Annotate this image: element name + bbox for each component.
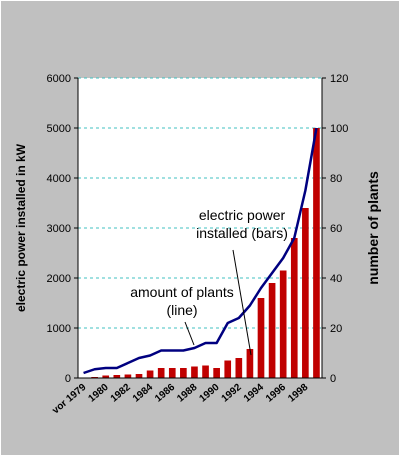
y2-tick-label: 60	[330, 223, 342, 235]
y-axis-title: electric power installed in kW	[14, 143, 28, 312]
line	[83, 127, 318, 375]
y-tick-label: 1000	[47, 323, 71, 335]
bar	[268, 283, 276, 378]
bar	[257, 298, 265, 378]
bar	[124, 374, 132, 378]
y2-tick-label: 40	[330, 273, 342, 285]
annotation: (line)	[166, 302, 197, 318]
bar	[157, 368, 165, 378]
bar	[290, 238, 298, 378]
y-tick-label: 2000	[47, 273, 71, 285]
bar	[213, 368, 220, 378]
annotation: amount of plants	[130, 284, 234, 300]
bar	[113, 375, 121, 378]
y-tick-label: 3000	[47, 223, 71, 235]
bar	[191, 366, 198, 378]
annotation: installed (bars)	[196, 225, 288, 241]
y2-tick-label: 80	[330, 173, 342, 185]
bar	[246, 349, 254, 378]
annotation-pointer	[184, 321, 195, 346]
y2-tick-label: 120	[330, 73, 348, 85]
y-tick-label: 5000	[47, 123, 71, 135]
bar	[146, 370, 154, 378]
bar	[102, 375, 110, 378]
bar	[302, 208, 309, 378]
bar	[313, 128, 320, 378]
bar	[135, 374, 143, 378]
bar	[224, 360, 232, 378]
y2-axis-title: number of plants	[365, 171, 381, 285]
bar	[202, 365, 209, 378]
y-tick-label: 4000	[47, 173, 71, 185]
bar	[235, 358, 243, 378]
y-tick-label: 6000	[47, 73, 71, 85]
bar	[168, 368, 176, 378]
annotation: electric power	[199, 207, 286, 223]
y2-tick-label: 100	[330, 123, 348, 135]
y2-tick-label: 0	[330, 373, 336, 385]
annotation-pointer	[232, 249, 252, 356]
bar	[279, 270, 287, 378]
y2-tick-label: 20	[330, 323, 342, 335]
y-tick-label: 0	[65, 373, 71, 385]
bar	[180, 368, 187, 378]
